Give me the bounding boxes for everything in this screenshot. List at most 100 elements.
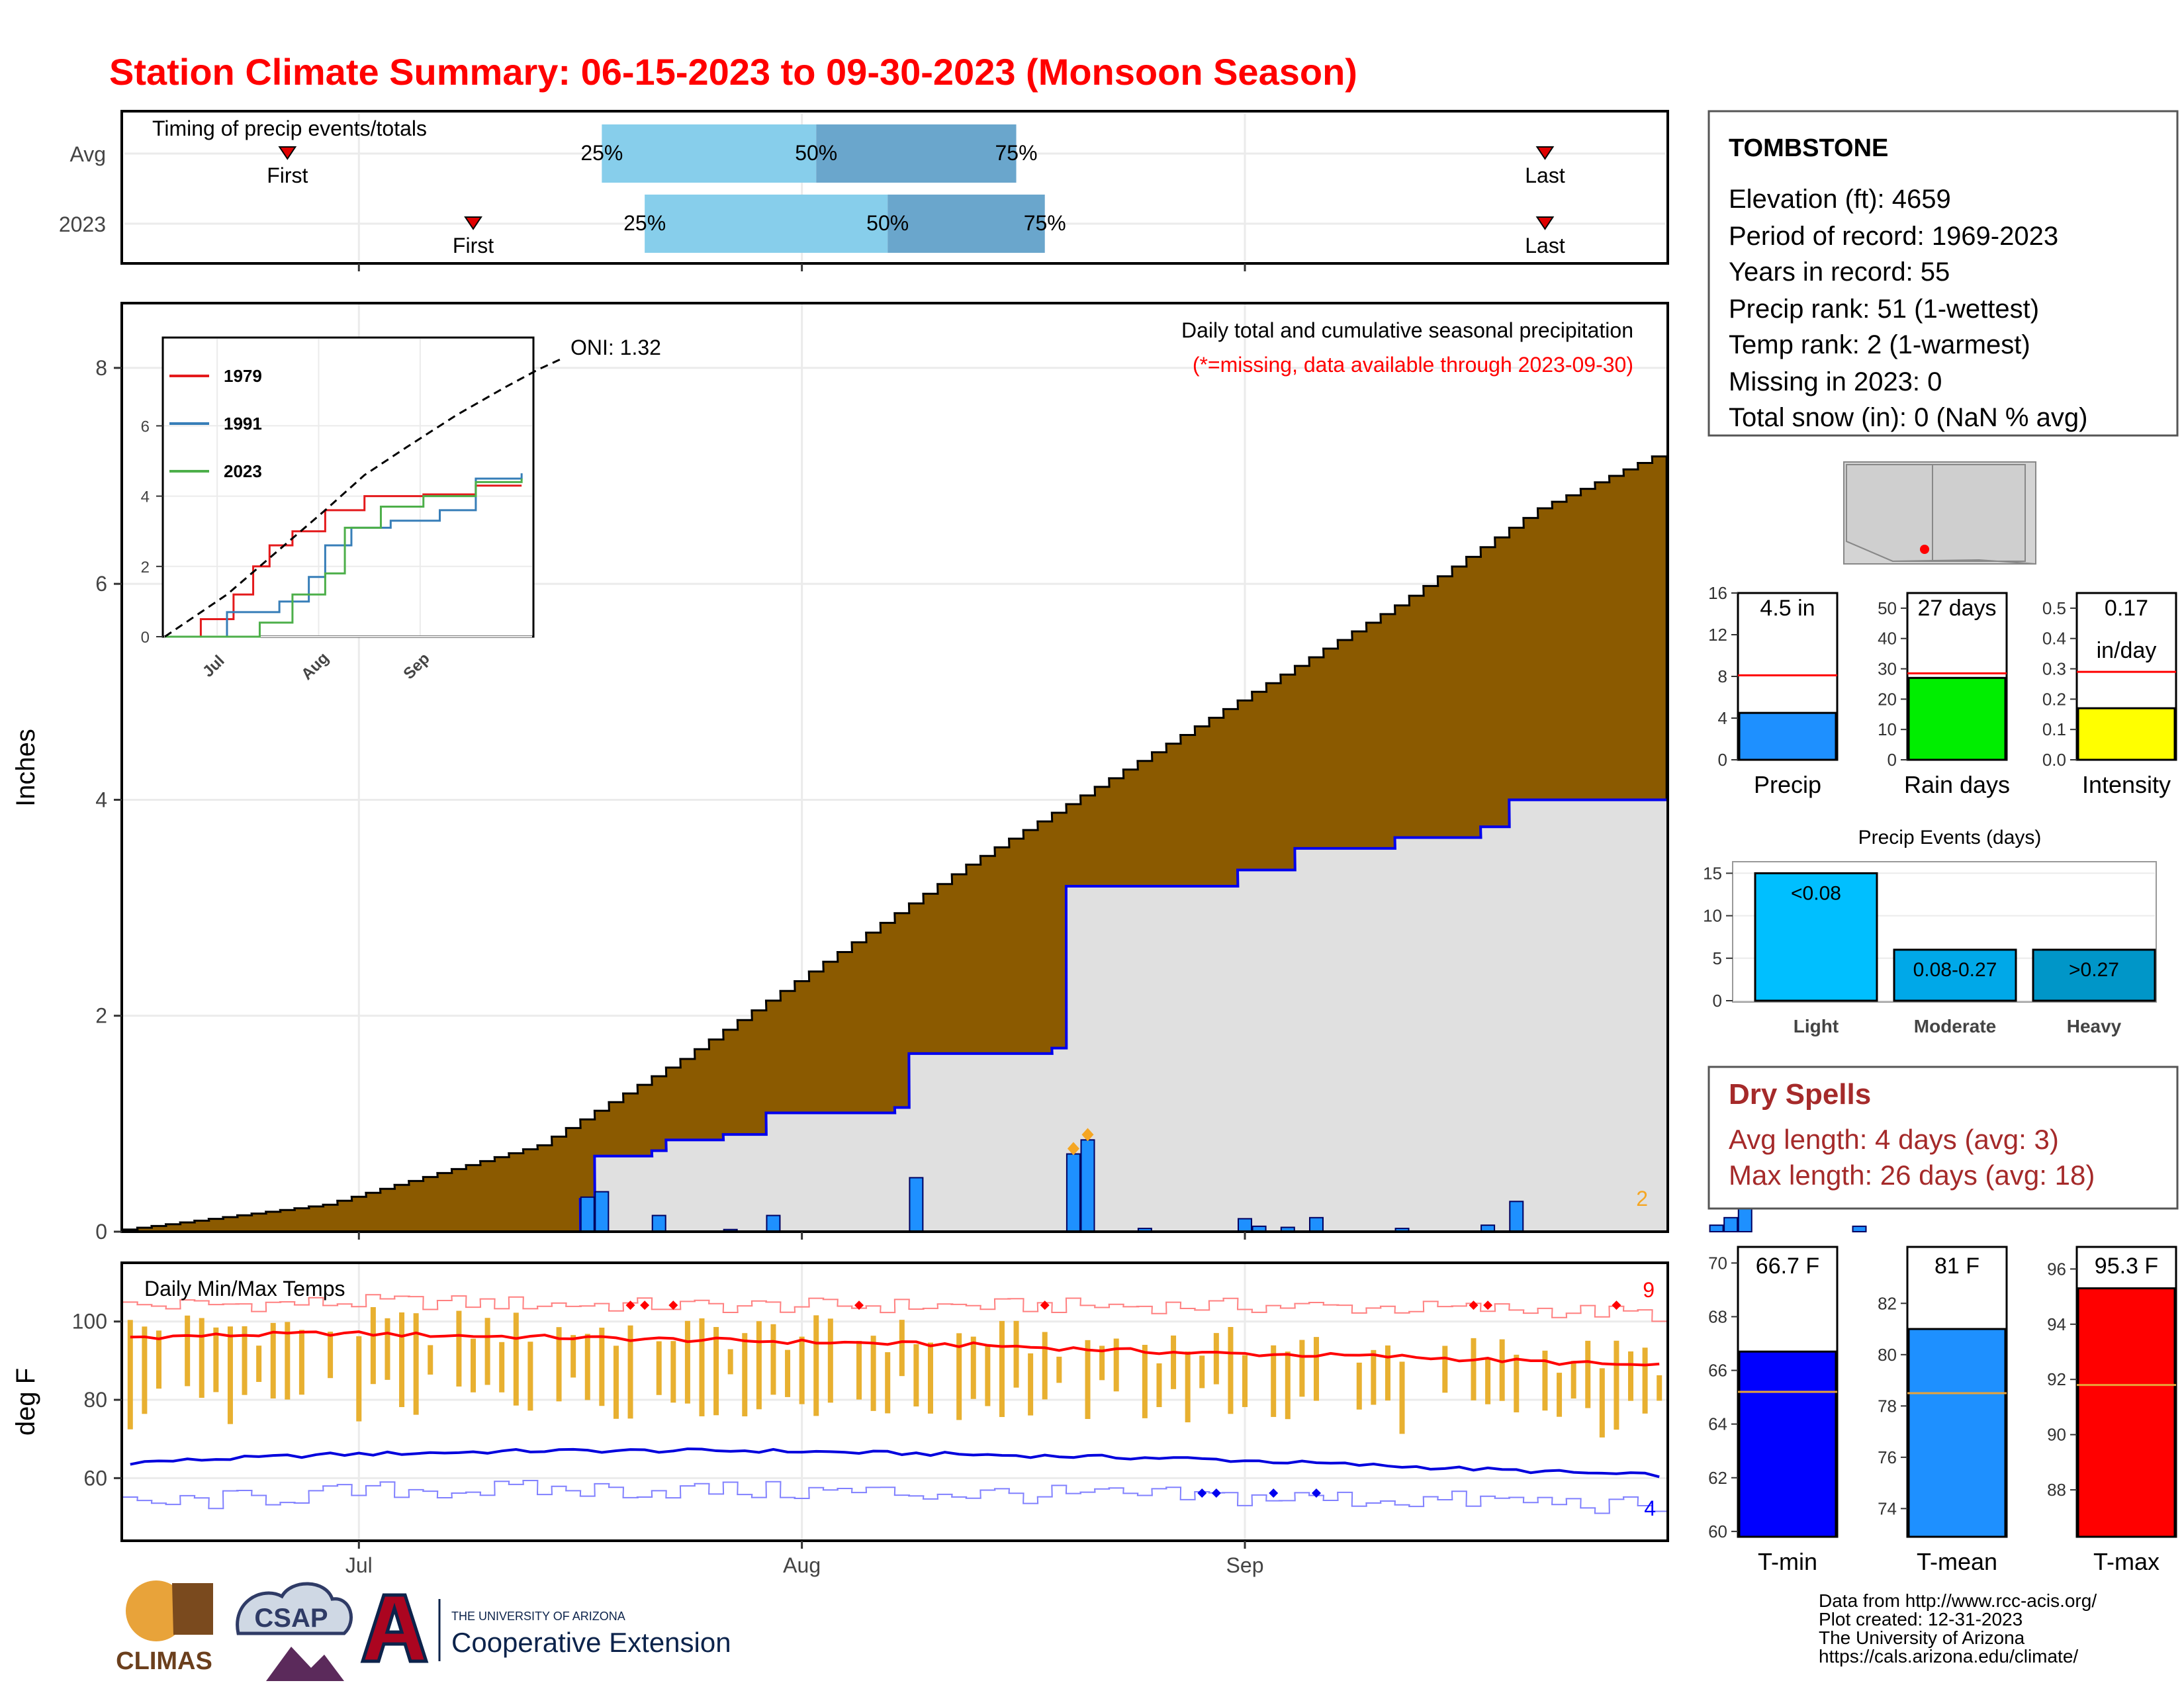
daily-temp-range-bar-19 (385, 1318, 390, 1380)
t-max-ytick-label-0: 88 (2047, 1480, 2066, 1500)
daily-temp-range-bar-63 (1013, 1320, 1019, 1388)
daily-temp-range-bar-44 (742, 1333, 748, 1417)
daily-temp-range-bar-74 (1171, 1335, 1177, 1389)
daily-temp-range-bar-32 (570, 1335, 576, 1378)
timing-last-label-1: Last (1525, 234, 1565, 257)
oni-value: ONI: 1.32 (570, 336, 661, 359)
rain-days-value-label: 27 days (1917, 596, 1996, 621)
precip-value-label: 4.5 in (1760, 596, 1815, 621)
intensity-ytick-label-1: 0.1 (2042, 719, 2066, 739)
extreme-precip-marker-7 (1081, 1128, 1094, 1142)
daily-temp-range-bar-50 (827, 1318, 833, 1403)
daily-temp-range-bar-45 (756, 1321, 762, 1410)
daily-temp-range-bar-52 (856, 1341, 862, 1400)
daily-precip-bar-5 (909, 1177, 924, 1232)
daily-temp-range-bar-13 (298, 1330, 304, 1395)
timing-q25-label-1: 25% (623, 211, 666, 235)
daily-temp-range-bar-106 (1628, 1351, 1634, 1401)
daily-temp-range-bar-68 (1085, 1340, 1091, 1420)
avg-max-temp-line (130, 1330, 1660, 1367)
daily-temp-range-bar-104 (1599, 1368, 1605, 1438)
t-mean-ytick-label-3: 80 (1878, 1345, 1897, 1365)
precip-ytick-label-0: 0 (95, 1220, 107, 1244)
precip-panel: 0 2 4 6 8 Inches Daily total and cumulative … (11, 302, 1867, 1244)
daily-temp-range-bar-98 (1514, 1354, 1520, 1412)
inset-legend-label-1: 1991 (224, 414, 262, 434)
daily-temp-range-bar-31 (556, 1327, 562, 1402)
daily-temp-range-bar-1 (127, 1320, 133, 1430)
daily-precip-bar-6 (1066, 1153, 1081, 1233)
daily-temp-range-bar-101 (1557, 1373, 1563, 1417)
t-mean-value-bar (1907, 1328, 2007, 1538)
t-min-ytick-label-4: 68 (1708, 1306, 1727, 1326)
daily-temp-range-bar-82 (1285, 1351, 1291, 1420)
record-low-marker-1 (1211, 1488, 1221, 1498)
t-max-ytick-label-3: 94 (2047, 1314, 2066, 1334)
daily-temp-range-bar-17 (356, 1336, 362, 1422)
precip-category-label: Precip (1754, 771, 1821, 798)
intensity-ytick-label-4: 0.4 (2042, 629, 2066, 649)
timing-quartile-bars (602, 124, 1045, 253)
precip-ytick-label-0: 0 (1718, 750, 1727, 770)
dry-spells-avg: Avg length: 4 days (avg: 3) (1729, 1124, 2059, 1155)
daily-precip-bar-9 (1238, 1218, 1253, 1232)
daily-temp-range-bar-69 (1099, 1346, 1105, 1381)
daily-temp-range-bar-20 (399, 1312, 405, 1408)
precip-panel-border (120, 302, 1669, 1233)
daily-temp-range-bar-76 (1199, 1355, 1205, 1389)
daily-temp-range-bar-64 (1028, 1353, 1034, 1416)
t-min-value-label: 66.7 F (1756, 1254, 1819, 1279)
daily-temp-range-bar-95 (1471, 1338, 1477, 1400)
daily-temp-range-bar-3 (156, 1330, 161, 1389)
timing-panel: Timing of precip events/totals Avg 2023 … (59, 110, 1669, 265)
inset-series-line-2023 (165, 479, 523, 638)
daily-temp-range-bar-65 (1042, 1332, 1048, 1400)
t-max-ytick-label-4: 96 (2047, 1259, 2066, 1279)
precip-ytick-label-1: 4 (1718, 708, 1727, 728)
timing-bar-lower-1 (645, 195, 888, 253)
t-min-ytick-label-0: 60 (1708, 1522, 1727, 1541)
inset-ytick-label-3: 6 (141, 418, 150, 435)
daily-temp-range-bar-73 (1156, 1363, 1162, 1408)
daily-temp-range-bar-29 (527, 1342, 533, 1411)
precip-y-axis: 0 2 4 6 8 (95, 356, 122, 1244)
daily-precip-bar-16 (1709, 1224, 1724, 1233)
daily-temp-range-bar-87 (1356, 1362, 1362, 1410)
summary-mini-bars: 0 4 8 12 16 4.5 in Precip 0 10 20 30 40 50 27 days Rai… (1708, 583, 2177, 798)
x-tick-label-2: Sep (1226, 1553, 1264, 1577)
daily-temp-range-bar-84 (1313, 1337, 1319, 1401)
intensity-category-label: Intensity (2082, 771, 2171, 798)
t-max-value-bar (2077, 1287, 2176, 1538)
events-ytick-label-1: 5 (1713, 948, 1722, 968)
daily-temp-range-bar-5 (185, 1315, 191, 1387)
daily-temp-range-bar-79 (1242, 1355, 1248, 1407)
rain-days-ytick-label-2: 20 (1878, 689, 1897, 709)
footer-line-created: Plot created: 12-31-2023 (1819, 1609, 2023, 1629)
t-mean-value-label: 81 F (1934, 1254, 1979, 1279)
daily-temp-range-bar-75 (1185, 1351, 1191, 1423)
footer-line-url: https://cals.arizona.edu/climate/ (1819, 1646, 2078, 1667)
daily-temp-range-bar-35 (613, 1346, 619, 1419)
timing-q50-label-1: 50% (866, 211, 909, 235)
intensity-ytick-label-3: 0.3 (2042, 659, 2066, 679)
daily-temp-range-bar-49 (813, 1315, 819, 1416)
daily-temp-range-bar-18 (370, 1307, 376, 1385)
daily-temp-range-bar-38 (656, 1341, 662, 1395)
daily-precip-bar-1 (594, 1191, 610, 1233)
dry-spells-frame (1707, 1066, 2179, 1210)
events-bar-label-1: 0.08-0.27 (1913, 959, 1997, 981)
record-low-marker-2 (1269, 1488, 1279, 1498)
intensity-value-label: 0.17 (2105, 596, 2148, 621)
t-max-ytick-label-2: 92 (2047, 1369, 2066, 1389)
precip-value-bar (1738, 711, 1837, 761)
t-min-ytick-label-1: 62 (1708, 1468, 1727, 1488)
inset-legend: 1979 1991 2023 (169, 366, 262, 481)
station-years: Years in record: 55 (1729, 257, 1950, 287)
station-precip-rank: Precip rank: 51 (1-wettest) (1729, 295, 2039, 324)
daily-temp-range-bar-40 (684, 1320, 690, 1404)
climas-logo: CLIMAS (116, 1580, 213, 1675)
station-info-frame (1707, 110, 2179, 437)
daily-temp-range-bar-62 (999, 1320, 1005, 1418)
daily-temp-range-bar-27 (499, 1342, 505, 1393)
